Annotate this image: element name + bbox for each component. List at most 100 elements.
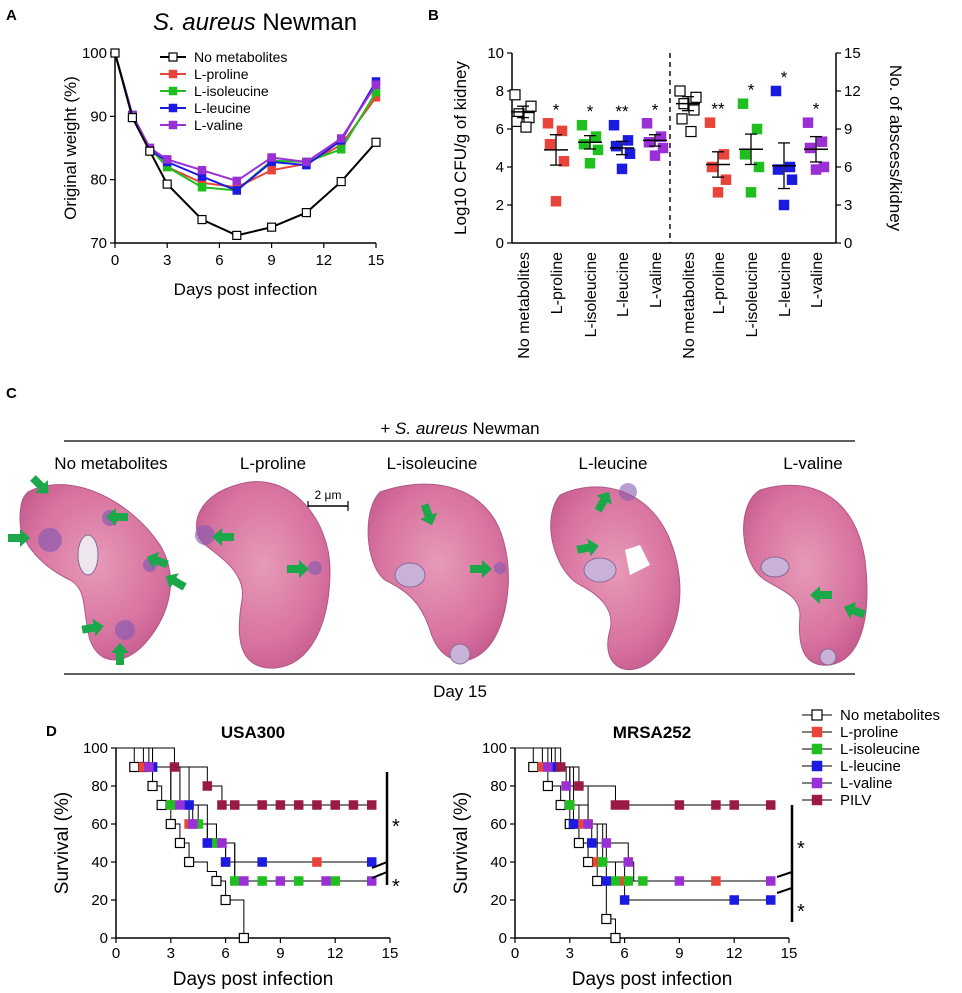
label-proline: L-proline: [240, 454, 306, 473]
x-tick-label: 9: [675, 945, 683, 962]
survival-point-none: [211, 875, 222, 887]
survival-point-pilv: [574, 781, 584, 791]
significance-mark: *: [781, 68, 788, 87]
survival-point-none: [165, 818, 176, 830]
survival-point-pilv: [202, 781, 213, 791]
survival-point-pilv: [275, 800, 286, 810]
data-point-iso: [737, 98, 749, 109]
panel-d-legend: No metabolitesL-prolineL-isoleucineL-leu…: [802, 707, 940, 809]
x-tick-label: 6: [620, 945, 628, 962]
survival-point-val: [561, 781, 571, 791]
legend-marker-pro: [168, 69, 178, 79]
sig-bracket-tick: [776, 871, 793, 878]
abscess-arrow: [810, 586, 832, 604]
group-label: L-valine: [648, 252, 665, 308]
survival-point-pro: [312, 857, 322, 867]
arrow-shape: [843, 601, 866, 619]
data-point-iso: [753, 161, 765, 173]
y-right-tick-label: 3: [844, 197, 852, 214]
survival-curve-leu: [116, 747, 372, 863]
data-point-none: [511, 115, 523, 128]
group-label: L-valine: [809, 252, 826, 308]
survival-point-iso: [229, 876, 240, 886]
data-point-iso: [578, 138, 590, 150]
data-point-val: [336, 134, 346, 143]
survival-point-leu: [220, 857, 231, 867]
y-left-label: Log10 CFU/g of kidney: [451, 61, 470, 235]
abscess-arrow: [106, 508, 128, 526]
arrow-shape: [420, 503, 438, 526]
survival-point-val: [583, 819, 593, 829]
y-tick-label: 20: [490, 892, 507, 909]
data-point-none: [232, 230, 242, 240]
x-tick-label: 3: [167, 945, 175, 962]
y-right-tick-label: 12: [844, 83, 861, 100]
survival-point-pilv: [619, 800, 630, 810]
x-tick-label: 12: [315, 252, 332, 269]
survival-point-none: [601, 913, 612, 925]
legend-marker-pilv: [811, 794, 823, 806]
chart-title: USA300: [221, 723, 285, 742]
survival-point-leu: [729, 895, 739, 905]
y-left-tick-label: 0: [496, 235, 504, 252]
panel-b-cfu-chart: 0 2 4 6 8 10 0 3 6 9 12 15 Log10 CFU/g of kidney No. …: [451, 45, 905, 359]
chart-title: MRSA252: [613, 723, 691, 742]
legend-label: L-isoleucine: [840, 741, 920, 758]
survival-point-none: [592, 875, 603, 887]
y-right-tick-label: 0: [844, 235, 852, 252]
survival-point-pilv: [330, 800, 340, 810]
data-point-pro: [550, 195, 562, 207]
y-left-tick-label: 4: [496, 159, 504, 176]
data-point-leu: [622, 135, 634, 146]
sig-bracket-tick: [371, 871, 388, 879]
y-tick-label: 40: [91, 854, 108, 871]
data-point-none: [145, 146, 155, 156]
group-label: L-proline: [549, 252, 566, 314]
y-tick-label: 100: [83, 740, 108, 757]
y-tick-label: 20: [91, 892, 108, 909]
abscess-arrow: [420, 503, 438, 526]
y-left-tick-label: 8: [496, 83, 504, 100]
survival-point-pilv: [711, 800, 721, 810]
arrow-shape: [165, 573, 187, 591]
survival-point-leu: [765, 895, 776, 905]
data-point-none: [336, 176, 346, 187]
x-axis-label: Days post infection: [173, 969, 334, 990]
abscess-arrow: [30, 475, 49, 494]
chart-a-title-italic: S. aureus: [153, 9, 256, 36]
data-point-leu: [624, 148, 636, 159]
day-label: Day 15: [433, 682, 487, 701]
data-point-none: [685, 125, 697, 138]
survival-point-none: [147, 780, 158, 792]
scale-bar-label: 2 μm: [315, 488, 342, 502]
survival-point-val: [239, 876, 249, 886]
survival-point-leu: [366, 857, 377, 867]
survival-point-val: [674, 876, 685, 886]
abscess-arrow: [81, 618, 104, 637]
data-point-leu: [786, 174, 798, 185]
data-point-none: [371, 137, 381, 147]
group-label: No metabolites: [516, 252, 533, 359]
y-tick-label: 40: [490, 854, 507, 871]
legend-label: L-leucine: [194, 100, 251, 116]
survival-point-iso: [638, 876, 648, 886]
group-label: L-isoleucine: [583, 252, 600, 337]
y-right-tick-label: 15: [844, 45, 861, 62]
data-point-pro: [706, 161, 718, 173]
data-point-val: [197, 165, 207, 175]
abscess-arrow: [146, 551, 169, 569]
survival-point-pilv: [348, 800, 359, 810]
legend-label: PILV: [840, 792, 871, 809]
x-tick-label: 12: [327, 945, 344, 962]
data-point-val: [810, 164, 822, 175]
survival-point-none: [528, 761, 539, 773]
kidney-valine: [743, 484, 868, 666]
survival-point-pilv: [257, 800, 267, 810]
legend-marker-val: [168, 120, 178, 130]
panel-letter-b: B: [428, 7, 439, 24]
y-axis-label: Original weight (%): [61, 76, 80, 220]
group-label: L-isoleucine: [744, 252, 761, 337]
survival-curve-pilv: [515, 747, 771, 806]
panel-d-mrsa252-chart: MRSA252 0 20 40 60 80 100 0 3 6 9 12 15 Days post inf…: [451, 723, 805, 990]
survival-point-val: [601, 838, 612, 848]
